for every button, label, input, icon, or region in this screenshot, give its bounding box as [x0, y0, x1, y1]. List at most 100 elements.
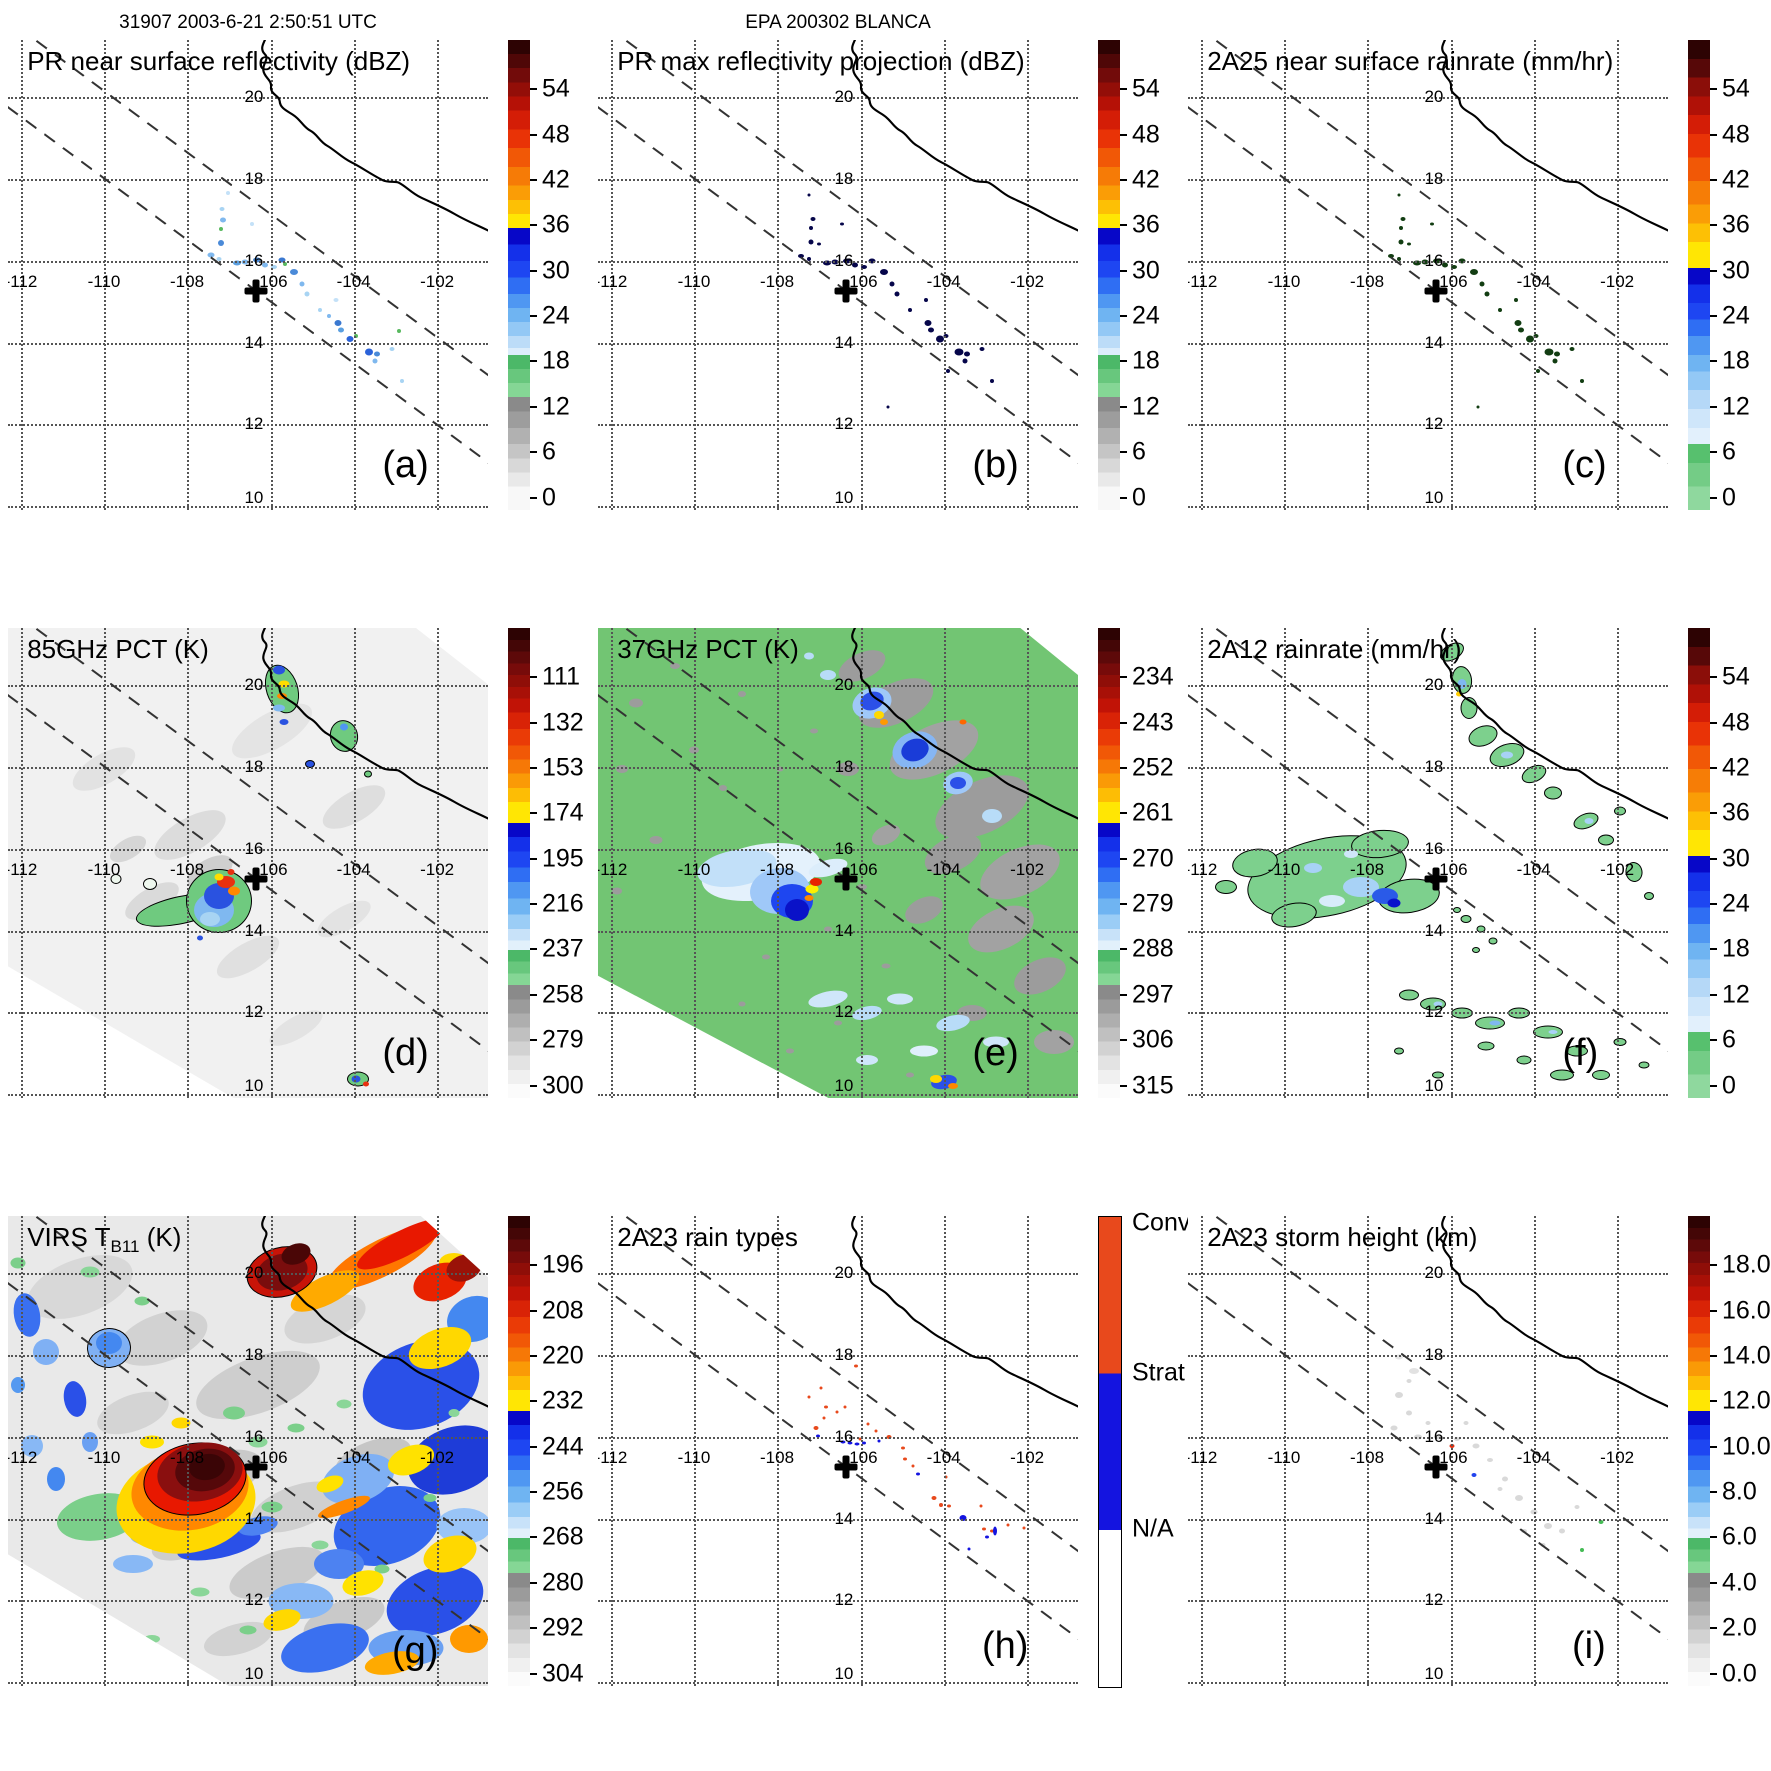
colorbar-tick-label: 54: [1722, 74, 1750, 103]
colorbar-tick: [1120, 1039, 1127, 1042]
colorbar-tick: [1120, 857, 1127, 860]
lat-label: 20: [1424, 87, 1444, 107]
gridline-lat: [598, 260, 1078, 263]
gridline-lon: [187, 40, 190, 510]
colorbar-tick: [1710, 903, 1717, 906]
map-b: -112 -110 -108 -106 -104 -102 20 18 16 14 12 10 PR m…: [598, 40, 1078, 510]
data-blob: [1501, 1476, 1508, 1482]
data-blob: [813, 1426, 819, 1431]
gridline-lat: [1188, 179, 1668, 182]
lon-label: -104: [926, 1448, 961, 1468]
colorbar-tick: [1120, 451, 1127, 454]
lon-label: -102: [1010, 860, 1045, 880]
gridline-lat: [8, 1273, 488, 1276]
data-blob: [276, 693, 287, 700]
data-blob: [227, 869, 235, 876]
lon-label: -108: [760, 1448, 795, 1468]
gridline-lon: [860, 628, 863, 1098]
gridline-lat: [8, 1094, 488, 1097]
lon-label: -110: [677, 860, 711, 880]
data-blob: [959, 1514, 967, 1521]
data-blob: [249, 222, 254, 227]
colorbar-tick-label: 12: [1132, 392, 1160, 421]
panel-e: -112 -110 -108 -106 -104 -102 20 18 16 14 12 10 37GH…: [598, 628, 1174, 1099]
lat-label: 12: [1424, 1002, 1444, 1022]
colorbar-gradient: [508, 40, 530, 510]
gridline-lat: [8, 1012, 488, 1015]
lat-label: 18: [834, 1345, 854, 1365]
gridline-lon: [1200, 40, 1203, 510]
data-blob: [449, 1625, 488, 1653]
swath-edge-line: [1188, 1281, 1668, 1669]
data-blob: [873, 710, 884, 719]
data-blob: [834, 1020, 842, 1026]
lon-label: -106: [1433, 1448, 1468, 1468]
colorbar-tick: [1710, 1039, 1717, 1042]
lat-label: 10: [244, 1076, 264, 1096]
data-blob: [989, 378, 994, 383]
panel-title-text: VIRS T: [27, 1221, 111, 1252]
colorbar-tick-label: 18: [1722, 346, 1750, 375]
colorbar-tick: [530, 179, 537, 182]
lat-label: 16: [244, 250, 264, 270]
data-blob: [874, 1429, 878, 1433]
panel-letter: (g): [392, 1629, 439, 1672]
data-blob: [906, 1072, 914, 1077]
swath-edge-line: [598, 105, 1078, 493]
colorbar-tick-label: 220: [542, 1341, 584, 1370]
lat-label: 12: [834, 414, 854, 434]
lat-label: 20: [1424, 1263, 1444, 1283]
colorbar-tick-label: 42: [1132, 165, 1160, 194]
data-blob: [1488, 937, 1498, 945]
data-blob: [1565, 1045, 1588, 1057]
coastline: [261, 40, 488, 232]
colorbar-tick: [1710, 179, 1717, 182]
colorbar-h: Conv Strat N/A: [1098, 1209, 1190, 1688]
panel-d: -112 -110 -108 -106 -104 -102 20 18 16 14 12 10 85GH…: [8, 628, 584, 1099]
gridline-lon: [694, 1216, 696, 1686]
satellite-swath: [8, 1216, 488, 1686]
data-blob: [1477, 1041, 1495, 1051]
colorbar-tick-label: 111: [542, 662, 581, 691]
colorbar-tick-label: 30: [1722, 256, 1750, 285]
colorbar-tick-label: 288: [1132, 934, 1174, 963]
data-blob: [855, 1055, 878, 1066]
colorbar-gradient: [1098, 1216, 1122, 1688]
data-blob: [81, 1431, 98, 1452]
colorbar-tick: [1120, 993, 1127, 996]
data-blob: [219, 207, 225, 212]
gridline-lon: [1027, 628, 1030, 1098]
colorbar-tick-label: 315: [1132, 1071, 1174, 1100]
data-blob: [21, 1435, 43, 1458]
data-blob: [805, 884, 819, 894]
colorbar-tick: [530, 1400, 537, 1403]
data-blob: [839, 222, 844, 226]
data-blob: [1501, 751, 1514, 759]
lon-label: -108: [1350, 1448, 1385, 1468]
panel-title-text: PR max reflectivity projection (dBZ): [617, 45, 1025, 76]
colorbar-tick-label: 30: [1722, 844, 1750, 873]
lat-label: 14: [244, 920, 264, 940]
gridline-lat: [1188, 1600, 1668, 1603]
data-blob: [947, 1504, 952, 1508]
colorbar-tick: [530, 496, 537, 499]
colorbar-tick: [1710, 1084, 1717, 1087]
lat-label: 16: [1424, 838, 1444, 858]
data-blob: [354, 333, 358, 338]
coastline: [1441, 1216, 1668, 1408]
data-blob: [252, 257, 261, 263]
panel-letter: (b): [972, 444, 1019, 487]
panel-c: -112 -110 -108 -106 -104 -102 20 18 16 14 12 10 2A25…: [1188, 40, 1750, 511]
data-blob: [738, 1001, 746, 1007]
data-blob: [983, 1036, 1010, 1048]
colorbar-tick: [530, 224, 537, 227]
data-blob: [362, 1081, 369, 1087]
colorbar-gradient: [1688, 628, 1710, 1098]
storm-center-marker: [1432, 1455, 1440, 1479]
data-blob: [1514, 298, 1519, 303]
panel-title-text: 2A12 rainrate (mm/hr): [1207, 633, 1462, 664]
colorbar-tick-label: 280: [542, 1568, 584, 1597]
colorbar-tick-label: 24: [1722, 889, 1750, 918]
data-blob: [225, 190, 230, 195]
data-blob: [894, 291, 900, 297]
